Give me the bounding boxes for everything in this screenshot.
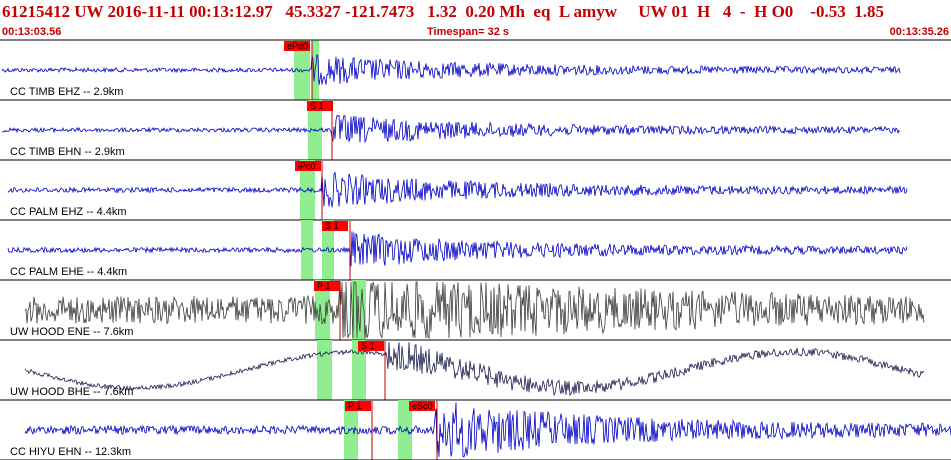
phase-pick-label: S 1: [310, 101, 324, 111]
trace-label: CC TIMB EHN -- 2.9km: [10, 146, 125, 158]
waveform-trace: [24, 402, 951, 458]
trace-panel[interactable]: P 1 eSc0 CC HIYU EHN -- 12.3km: [0, 400, 951, 460]
phase-pick-label: eSc0: [412, 401, 433, 411]
event-summary: 61215412 UW 2016-11-11 00:13:12.97 45.33…: [2, 2, 884, 21]
waveform-trace: [7, 231, 908, 267]
phase-pick-flag[interactable]: [322, 221, 348, 231]
uncertainty-band: [317, 340, 332, 400]
uncertainty-band: [294, 40, 310, 100]
phase-pick-flag[interactable]: [345, 401, 371, 411]
phase-pick-label: P 1: [348, 401, 361, 411]
trace-label: CC HIYU EHN -- 12.3km: [10, 446, 131, 458]
trace-panel[interactable]: iPc0 CC PALM EHZ -- 4.4km: [0, 160, 951, 221]
trace-label: CC PALM EHZ -- 4.4km: [10, 206, 127, 218]
end-time: 00:13:35.26: [889, 26, 949, 38]
uncertainty-band: [352, 340, 366, 400]
trace-label: CC PALM EHE -- 4.4km: [10, 266, 127, 278]
waveform-trace: [1, 114, 901, 144]
trace-panel[interactable]: ePd0 CC TIMB EHZ -- 2.9km: [0, 40, 951, 101]
waveform-trace: [1, 54, 901, 86]
trace-label: UW HOOD ENE -- 7.6km: [10, 326, 133, 338]
uncertainty-band: [322, 220, 334, 280]
trace-label: UW HOOD BHE -- 7.6km: [10, 386, 133, 398]
phase-pick-label: ePd0: [287, 41, 308, 51]
phase-pick-flag[interactable]: [307, 101, 333, 111]
phase-pick-flag[interactable]: [358, 341, 384, 351]
uncertainty-band: [301, 220, 313, 280]
phase-pick-label: S 1: [325, 221, 339, 231]
trace-panel[interactable]: P 1 UW HOOD ENE -- 7.6km: [0, 280, 951, 341]
phase-pick-label: P 1: [317, 281, 330, 291]
phase-pick-flag[interactable]: [409, 401, 435, 411]
trace-panel[interactable]: S 1 UW HOOD BHE -- 7.6km: [0, 340, 951, 401]
phase-pick-label: S 1: [361, 341, 375, 351]
trace-label: CC TIMB EHZ -- 2.9km: [10, 86, 123, 98]
phase-pick-flag[interactable]: [295, 161, 321, 171]
phase-pick-label: iPc0: [298, 161, 316, 171]
waveform-trace: [24, 281, 925, 339]
waveform-trace: [24, 341, 925, 397]
phase-pick-flag[interactable]: [314, 281, 340, 291]
event-header: 61215412 UW 2016-11-11 00:13:12.97 45.33…: [0, 0, 951, 40]
uncertainty-band: [312, 40, 319, 100]
trace-panel[interactable]: S 1 CC TIMB EHN -- 2.9km: [0, 100, 951, 161]
waveform-trace: [7, 171, 908, 208]
phase-pick-flag[interactable]: [284, 41, 310, 51]
trace-panel[interactable]: S 1 CC PALM EHE -- 4.4km: [0, 220, 951, 281]
start-time: 00:13:03.56: [2, 26, 62, 38]
uncertainty-band: [315, 280, 330, 340]
timespan-label: Timespan= 32 s: [427, 26, 510, 38]
